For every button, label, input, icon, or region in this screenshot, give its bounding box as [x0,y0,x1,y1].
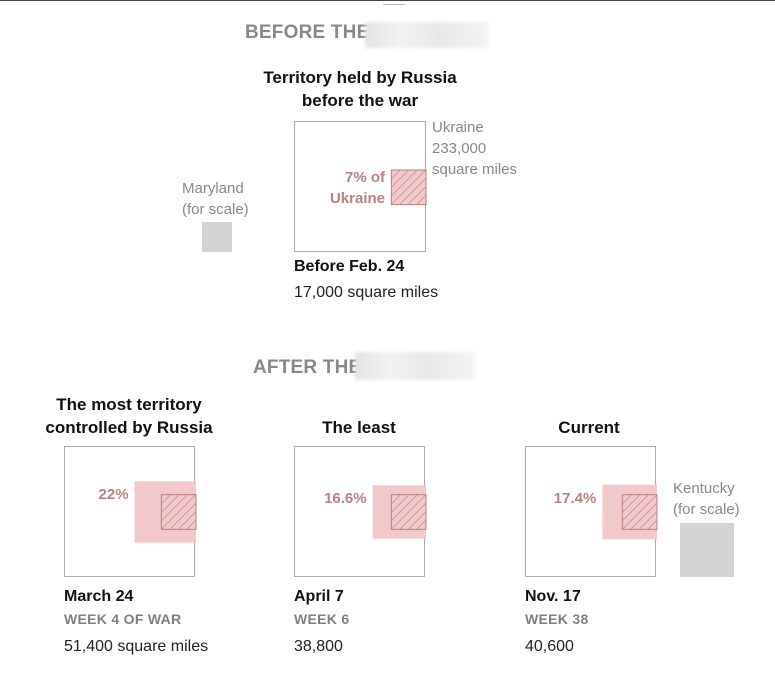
after-panel-date: Nov. 17 [525,588,581,605]
redacted-blur [355,352,475,380]
after-panel-week: WEEK 6 [294,611,350,627]
ukraine-label: Ukraine 233,000 square miles [432,117,517,180]
ukraine-label-line3: square miles [432,161,518,178]
kentucky-label-line1: Kentucky [673,480,735,497]
after-panel-week: WEEK 38 [525,611,589,627]
before-date: Before Feb. 24 [294,258,405,275]
after-panel-area: 51,400 square miles [64,638,209,655]
after-ukraine-box: 22% [64,446,197,577]
after-box-svg [602,484,658,540]
before-title-line1: Territory held by Russia [263,68,457,87]
maryland-label-line1: Maryland [182,180,244,197]
after-box-svg [134,481,197,543]
top-notch [383,4,405,5]
after-box-svg [372,485,427,539]
maryland-scale-square [202,222,232,252]
after-ukraine-box: 16.6% [294,446,427,577]
before-section-heading: BEFORE THE [245,22,370,43]
after-panel-area: 40,600 [525,638,574,655]
before-box-label-line1: 7% of [344,169,385,186]
before-chart-title: Territory held by Russia before the war [230,66,490,112]
kentucky-label-line2: (for scale) [673,501,740,518]
after-panel-title-line1: Current [558,418,620,437]
maryland-label: Maryland (for scale) [182,178,249,220]
before-box-label-line2: Ukraine [329,190,385,207]
ukraine-label-line1: Ukraine [432,119,484,136]
after-panel-title-line1: The most territory [56,395,202,414]
before-box-svg [390,169,427,206]
before-area: 17,000 square miles [294,284,439,301]
ukraine-label-line2: 233,000 [432,140,487,157]
before-ukraine-box: 7% of Ukraine [294,121,427,252]
after-prewar-territory [621,494,658,530]
before-held-territory [390,169,427,206]
redacted-blur [365,22,489,48]
after-panel-date: April 7 [294,588,344,605]
after-ukraine-box: 17.4% [525,446,658,577]
before-box-label: 7% of Ukraine [317,167,385,209]
after-section-heading: AFTER THE [253,357,362,378]
before-title-line2: before the war [301,91,419,110]
after-panel-pct: 22% [98,486,129,504]
after-panel-title: The most territory controlled by Russia [0,393,259,439]
kentucky-label: Kentucky (for scale) [673,478,740,520]
kentucky-scale-square [680,523,734,577]
after-panel-pct: 16.6% [324,490,367,508]
after-panel-area: 38,800 [294,638,343,655]
after-panel-week: WEEK 4 OF WAR [64,611,182,627]
after-prewar-territory [160,494,197,530]
after-panel-title-line2: controlled by Russia [45,418,213,437]
after-panel-title-line1: The least [322,418,396,437]
top-border [0,0,775,1]
after-panel-title: Current [459,416,719,439]
after-panel-date: March 24 [64,588,134,605]
after-prewar-territory [390,494,427,530]
after-panel-pct: 17.4% [553,489,597,507]
maryland-label-line2: (for scale) [182,201,249,218]
after-panel-title: The least [229,416,489,439]
